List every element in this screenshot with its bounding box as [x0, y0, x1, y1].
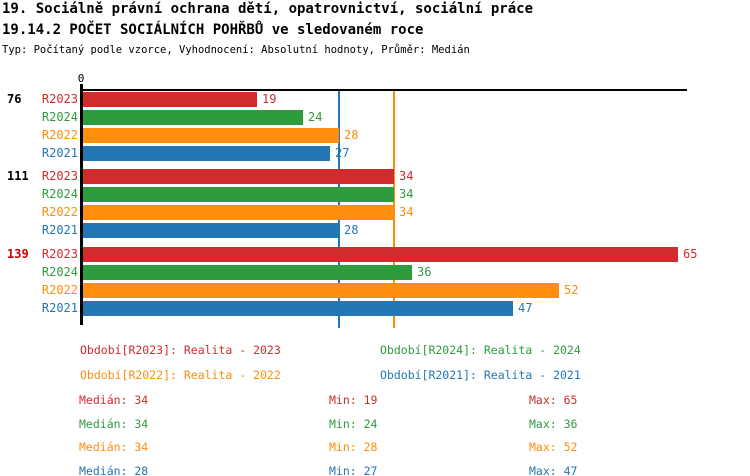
bar-76-R2021	[83, 146, 330, 161]
bar-value-label: 34	[399, 187, 414, 201]
group-label-139: 139	[7, 247, 29, 261]
stat-max-R2023: Max: 65	[529, 393, 578, 407]
chart-subtitle: Typ: Počítaný podle vzorce, Vyhodnocení:…	[2, 44, 470, 56]
bar-row-label-R2022: R2022	[41, 205, 78, 219]
stat-median-R2021: Medián: 28	[79, 464, 149, 476]
stat-max-R2024: Max: 36	[529, 417, 578, 431]
bar-value-label: 34	[399, 169, 414, 183]
bar-row-label-R2021: R2021	[41, 223, 78, 237]
x-axis-line	[81, 89, 687, 91]
bar-value-label: 28	[344, 223, 359, 237]
bar-value-label: 52	[564, 283, 579, 297]
bar-139-R2024	[83, 265, 412, 280]
bar-row-label-R2021: R2021	[41, 301, 78, 315]
x-axis-origin-label: 0	[77, 72, 85, 85]
bar-value-label: 28	[344, 128, 359, 142]
stat-min-R2021: Min: 27	[329, 464, 378, 476]
stat-median-R2023: Medián: 34	[79, 393, 149, 407]
bar-row-label-R2024: R2024	[41, 187, 78, 201]
bar-76-R2024	[83, 110, 303, 125]
bar-row-label-R2021: R2021	[41, 146, 78, 160]
bar-row-label-R2023: R2023	[41, 92, 78, 106]
report-section-title: 19. Sociálně právní ochrana dětí, opatro…	[2, 1, 534, 17]
stat-min-R2023: Min: 19	[329, 393, 378, 407]
legend-item-R2023: Období[R2023]: Realita - 2023	[80, 343, 281, 357]
bar-row-label-R2022: R2022	[41, 128, 78, 142]
stat-median-R2024: Medián: 34	[79, 417, 149, 431]
bar-value-label: 34	[399, 205, 414, 219]
stat-min-R2024: Min: 24	[329, 417, 378, 431]
group-label-76: 76	[7, 92, 22, 106]
stat-min-R2022: Min: 28	[329, 440, 378, 454]
plot-area: 0 76 R2023 19 R2024 24 R2022 28 R2021 27 111 R2023…	[7, 72, 698, 328]
stat-max-R2022: Max: 52	[529, 440, 578, 454]
legend-item-R2022: Období[R2022]: Realita - 2022	[80, 367, 281, 382]
bar-111-R2024	[83, 187, 394, 202]
bar-value-label: 19	[262, 92, 277, 106]
bar-111-R2022	[83, 205, 394, 220]
bar-row-label-R2023: R2023	[41, 247, 78, 261]
bar-row-label-R2024: R2024	[41, 265, 78, 279]
median-reference-line-R2022	[393, 91, 395, 328]
legend-item-R2024: Období[R2024]: Realita - 2024	[380, 343, 581, 357]
bar-row-label-R2023: R2023	[41, 169, 78, 183]
bar-value-label: 47	[518, 301, 533, 315]
bar-111-R2021	[83, 223, 339, 238]
bar-139-R2021	[83, 301, 513, 316]
stat-max-R2021: Max: 47	[529, 464, 578, 476]
bar-row-label-R2022: R2022	[41, 283, 78, 297]
group-label-111: 111	[7, 169, 29, 183]
bar-139-R2022	[83, 283, 559, 298]
bar-139-R2023	[83, 247, 678, 262]
bar-value-label: 65	[683, 247, 698, 261]
bar-111-R2023	[83, 169, 394, 184]
y-axis-line	[80, 84, 83, 325]
bar-value-label: 24	[308, 110, 323, 124]
chart-title: 19.14.2 POČET SOCIÁLNÍCH POHŘBŮ ve sledo…	[2, 22, 424, 38]
bar-row-label-R2024: R2024	[41, 110, 78, 124]
legend-item-R2021: Období[R2021]: Realita - 2021	[380, 367, 581, 382]
stat-median-R2022: Medián: 34	[79, 440, 149, 454]
bar-76-R2023	[83, 92, 257, 107]
bar-value-label: 27	[335, 146, 350, 160]
bar-value-label: 36	[417, 265, 432, 279]
bar-76-R2022	[83, 128, 339, 143]
